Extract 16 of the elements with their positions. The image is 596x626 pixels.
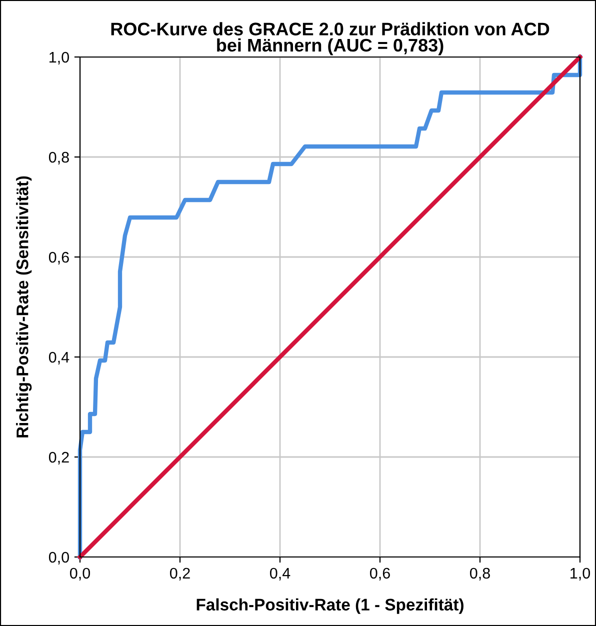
x-tick-label: 0,0 [70,568,90,580]
chart-title: ROC-Kurve des GRACE 2.0 zur Prädiktion von ACD bei Männern (AUC = 0,783) [111,22,550,56]
y-tick-label: 0,0 [48,552,69,564]
x-tick-label: 0,8 [470,568,490,580]
x-tick-label: 0,2 [170,568,190,580]
y-tick-label: 0,6 [48,252,69,264]
y-tick-label: 1,0 [50,52,69,64]
x-tick-label: 0,4 [270,568,290,580]
y-tick-label: 0,4 [48,352,70,364]
y-tick-label: 0,2 [48,452,69,464]
y-tick-label: 0,8 [48,152,69,164]
x-tick-label: 0,6 [370,568,390,580]
x-tick-label: 1,0 [570,568,590,580]
y-axis-title: Richtig-Positiv-Rate (Sensitivität) [16,176,32,438]
line-series [78,54,582,560]
x-axis-title: Falsch-Positiv-Rate (1 - Spezifität) [196,598,464,614]
